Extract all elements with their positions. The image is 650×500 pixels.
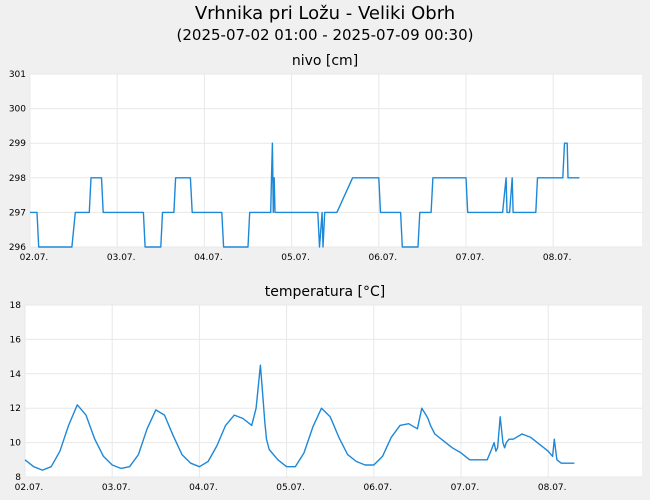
nivo-y-tick-label: 300	[9, 105, 26, 115]
temperatura-x-tick-label: 06.07.	[363, 483, 392, 493]
nivo-x-tick-label: 05.07.	[281, 253, 310, 263]
nivo-x-tick-label: 08.07.	[543, 253, 572, 263]
nivo-x-tick-label: 03.07.	[107, 253, 136, 263]
chart-title: Vrhnika pri Ložu - Veliki Obrh	[194, 3, 456, 24]
temperatura-plot-area	[25, 305, 642, 477]
temperatura-x-tick-label: 03.07.	[102, 483, 131, 493]
temperatura-y-tick-label: 10	[10, 439, 22, 449]
nivo-y-tick-label: 297	[9, 208, 26, 218]
nivo-chart: 296 297 298 299 300 301 02.07. 03.07. 04.07. 05.0…	[9, 53, 642, 263]
nivo-y-tick-label: 301	[9, 70, 26, 80]
temperatura-x-tick-label: 07.07.	[451, 483, 480, 493]
nivo-series-line	[30, 142, 580, 248]
temperatura-x-tick-label: 05.07.	[276, 483, 305, 493]
temperatura-y-tick-label: 8	[15, 473, 21, 483]
nivo-plot-area	[30, 74, 642, 247]
temperatura-x-tick-label: 02.07.	[15, 483, 44, 493]
temperatura-panel-title: temperatura [°C]	[265, 284, 385, 300]
chart-subtitle: (2025-07-02 01:00 - 2025-07-09 00:30)	[176, 26, 474, 44]
temperatura-series-line	[24, 364, 575, 471]
nivo-x-tick-label: 06.07.	[368, 253, 397, 263]
temperatura-chart: 8 10 12 14 16 18 02.07. 03.07. 04.07. 05.07. 06.07…	[10, 284, 642, 493]
nivo-x-tick-label: 07.07.	[456, 253, 485, 263]
nivo-x-tick-label: 02.07.	[20, 253, 49, 263]
temperatura-x-tick-label: 04.07.	[189, 483, 218, 493]
nivo-x-tick-label: 04.07.	[194, 253, 223, 263]
temperatura-y-tick-label: 18	[10, 301, 22, 311]
nivo-y-tick-label: 296	[9, 243, 26, 253]
temperatura-y-tick-label: 12	[10, 404, 21, 414]
temperatura-y-tick-label: 16	[10, 335, 22, 345]
nivo-y-tick-label: 299	[9, 139, 26, 149]
nivo-panel-title: nivo [cm]	[292, 53, 358, 69]
temperatura-x-tick-label: 08.07.	[538, 483, 567, 493]
nivo-y-tick-label: 298	[9, 174, 26, 184]
temperatura-y-tick-label: 14	[10, 370, 22, 380]
